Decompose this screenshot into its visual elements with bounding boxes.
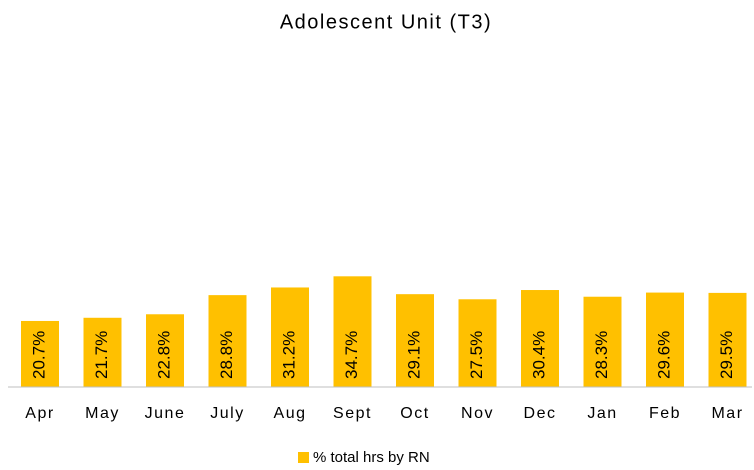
data-label: 27.5% bbox=[467, 331, 486, 379]
bar bbox=[583, 296, 622, 387]
legend-label: % total hrs by RN bbox=[313, 449, 430, 466]
x-tick-label: Oct bbox=[400, 405, 429, 422]
chart-title: Adolescent Unit (T3) bbox=[280, 11, 492, 33]
bar bbox=[208, 295, 247, 387]
bar bbox=[396, 294, 434, 387]
x-tick-label: Apr bbox=[25, 405, 54, 422]
data-label: 22.8% bbox=[154, 331, 173, 379]
data-label: 20.7% bbox=[29, 331, 48, 379]
bar bbox=[646, 292, 684, 387]
x-tick-label: Dec bbox=[524, 405, 557, 422]
data-label: 30.4% bbox=[529, 331, 548, 379]
bar bbox=[333, 276, 372, 387]
data-label: 29.6% bbox=[654, 331, 673, 379]
data-label: 21.7% bbox=[92, 331, 111, 379]
bar bbox=[271, 287, 309, 387]
data-label: 34.7% bbox=[342, 331, 361, 379]
x-tick-label: June bbox=[145, 405, 186, 422]
bar bbox=[521, 290, 559, 387]
bar bbox=[21, 320, 59, 387]
bar bbox=[458, 299, 497, 387]
x-tick-label: Jan bbox=[587, 405, 617, 422]
bar bbox=[708, 292, 747, 387]
data-label: 28.3% bbox=[592, 331, 611, 379]
x-tick-label: Aug bbox=[274, 405, 307, 422]
x-tick-label: Nov bbox=[461, 405, 494, 422]
data-label: 29.1% bbox=[404, 331, 423, 379]
bar bbox=[146, 314, 184, 387]
data-label: 29.5% bbox=[717, 331, 736, 379]
x-tick-label: Feb bbox=[649, 405, 681, 422]
legend-swatch bbox=[298, 452, 309, 463]
x-tick-label: Sept bbox=[333, 405, 372, 422]
data-label: 28.8% bbox=[217, 331, 236, 379]
data-label: 31.2% bbox=[279, 331, 298, 379]
x-tick-label: Mar bbox=[711, 405, 743, 422]
bar bbox=[83, 317, 122, 387]
x-tick-label: May bbox=[85, 405, 120, 422]
x-tick-label: July bbox=[210, 405, 244, 422]
